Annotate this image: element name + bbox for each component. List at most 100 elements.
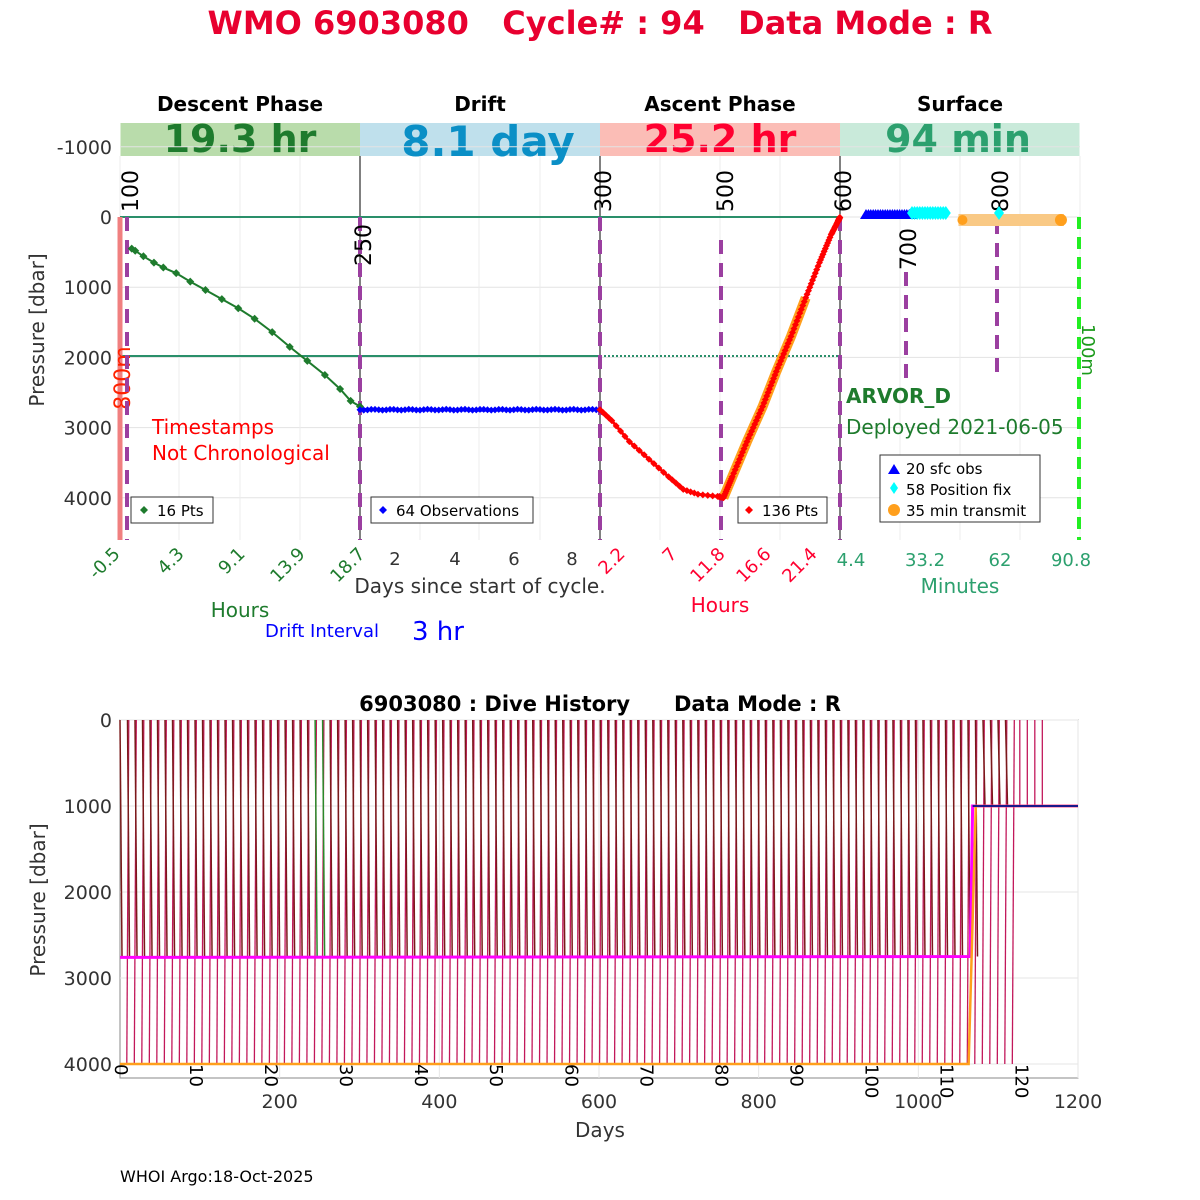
history-descent-line: [524, 719, 528, 957]
history-descent-line: [479, 719, 483, 957]
history-cycle-tick-label: 80: [710, 1064, 731, 1087]
history-descent-line: [179, 719, 183, 957]
history-descent-line: [321, 719, 326, 957]
history-descent-line: [592, 719, 596, 957]
history-descent-line: [456, 719, 461, 957]
history-x-tick-label: 1200: [1054, 1091, 1102, 1113]
history-y-tick-label: 4000: [64, 1054, 112, 1076]
position-fix-point: [940, 206, 951, 220]
history-descent-line: [164, 719, 168, 957]
history-descent-line: [869, 719, 874, 957]
history-descent-line: [697, 719, 701, 957]
drift-duration-band: [360, 123, 600, 156]
timestamps-note-line1: Timestamps: [151, 415, 274, 439]
history-descent-line: [186, 719, 191, 957]
descent-point: [201, 286, 210, 295]
drift-point: [559, 406, 566, 414]
history-descent-line: [727, 719, 731, 957]
history-descent-line: [554, 719, 559, 957]
ascent-unit-label: Hours: [691, 593, 750, 617]
history-descent-line: [329, 719, 333, 957]
drift-point: [431, 406, 439, 414]
drift-point: [405, 405, 413, 413]
history-descent-line: [209, 719, 213, 957]
history-cycle-tick-label: 100: [860, 1064, 881, 1098]
history-descent-line: [637, 719, 641, 957]
marker-label-800: 800: [989, 170, 1014, 212]
history-descent-line: [381, 719, 386, 957]
drift-point: [386, 405, 394, 413]
descent-duration: 19.3 hr: [164, 117, 317, 161]
history-descent-line: [704, 719, 709, 957]
history-y-tick-label: 0: [100, 710, 112, 732]
history-descent-line: [779, 719, 784, 957]
marker-label-600: 600: [832, 170, 857, 212]
history-descent-line: [562, 719, 566, 957]
history-descent-line: [216, 719, 221, 957]
history-descent-line: [622, 719, 626, 957]
history-descent-line: [749, 719, 754, 957]
history-descent-line: [516, 719, 521, 957]
marker-dashes: [125, 217, 999, 540]
history-descent-line: [239, 719, 243, 957]
y-axis: -1000 0 1000 2000 3000 4000: [57, 137, 112, 510]
history-descent-line: [141, 719, 146, 957]
descent-point: [139, 252, 148, 261]
ascent-point: [694, 490, 702, 498]
ascent-point: [655, 464, 663, 472]
history-descent-line: [952, 719, 956, 957]
history-descent-line: [817, 719, 821, 957]
y-tick-label: 1000: [64, 277, 112, 299]
drift-tick-label: 8: [566, 549, 577, 570]
drift-point: [367, 405, 375, 413]
history-x-axis: 200 400 600 800 1000 1200: [262, 1091, 1103, 1113]
ascent-point: [704, 491, 712, 499]
footer-credit: WHOI Argo:18-Oct-2025: [120, 1167, 314, 1186]
ascent-tick-label: 11.8: [686, 544, 729, 587]
history-descent-line: [494, 719, 498, 957]
history-descent-line: [404, 719, 408, 957]
drift-point: [469, 406, 476, 414]
position-fix-label: 58 Position fix: [906, 481, 1011, 499]
history-descent-line: [577, 719, 581, 957]
history-descent-line: [674, 719, 679, 957]
drift-point: [360, 406, 368, 414]
history-descent-line: [652, 719, 656, 957]
history-descent-line: [847, 719, 851, 957]
history-descent-line: [351, 719, 356, 957]
descent-point: [172, 269, 181, 278]
history-lines: [119, 719, 1078, 1066]
descent-unit-label: Hours: [211, 598, 270, 622]
history-descent-line: [757, 719, 761, 957]
history-descent-line: [471, 719, 476, 957]
drift-point: [457, 405, 465, 413]
descent-tick-label: 9.1: [214, 544, 249, 579]
history-descent-line: [884, 719, 889, 957]
history-descent-line: [689, 719, 694, 957]
history-descent-line: [261, 719, 266, 957]
history-descent-line: [119, 719, 123, 957]
history-descent-line: [224, 719, 228, 957]
ascent-duration: 25.2 hr: [644, 117, 797, 161]
surface-tick-label: 4.4: [837, 550, 866, 571]
history-descent-line: [584, 719, 589, 957]
y-tick-label: 4000: [64, 488, 112, 510]
phase-title-descent: Descent Phase: [157, 92, 323, 116]
history-descent-line: [464, 719, 468, 957]
ascent-point: [612, 422, 620, 430]
history-descent-line: [344, 719, 348, 957]
history-descent-line: [787, 719, 791, 957]
history-descent-line: [809, 719, 814, 957]
drift-point: [521, 406, 529, 414]
drift-point: [495, 405, 503, 413]
history-y-axis: 0 1000 2000 3000 4000: [64, 710, 112, 1076]
left-depth-label: 800m: [111, 346, 136, 409]
history-x-tick-label: 600: [581, 1091, 617, 1113]
history-descent-line: [359, 719, 363, 957]
history-descent-line: [944, 719, 949, 957]
history-descent-line: [644, 719, 649, 957]
ascent-point: [630, 442, 638, 450]
descent-point: [285, 342, 294, 351]
history-descent-line: [134, 719, 138, 957]
drift-point: [540, 406, 548, 414]
